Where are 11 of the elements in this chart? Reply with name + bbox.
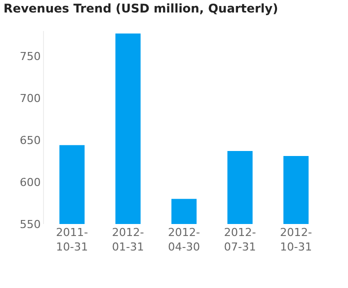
x-tick-label: 2012-10-31 (280, 226, 312, 254)
y-tick-label: 550 (20, 218, 41, 231)
x-tick-label: 2012-07-31 (224, 226, 256, 254)
x-tick-label: 2011-10-31 (56, 226, 88, 254)
y-tick-label: 600 (20, 176, 41, 189)
y-tick-label: 700 (20, 92, 41, 105)
chart-title: Revenues Trend (USD million, Quarterly) (3, 2, 278, 16)
y-tick-label: 750 (20, 50, 41, 64)
x-tick-label: 2012-04-30 (168, 226, 200, 254)
y-tick-label: 650 (20, 134, 41, 147)
x-tick-label: 2012-01-31 (112, 226, 144, 254)
